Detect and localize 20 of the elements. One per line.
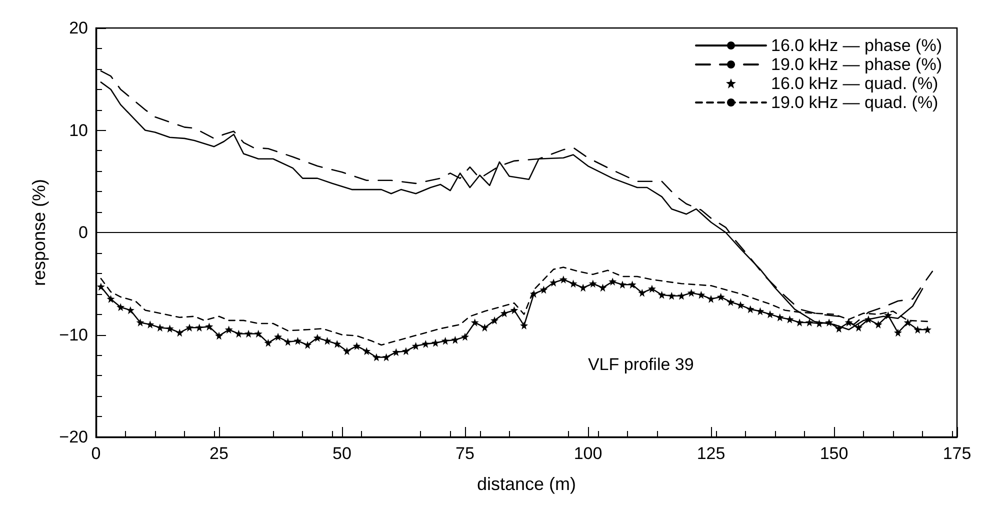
x-tick-label: 0: [91, 444, 101, 463]
y-axis-title: response (%): [29, 178, 49, 286]
x-tick-label: 50: [332, 444, 352, 463]
x-axis-title: distance (m): [476, 474, 576, 494]
y-tick-label: −10: [59, 325, 88, 344]
x-tick-label: 175: [942, 444, 972, 463]
x-tick-label: 75: [456, 444, 474, 463]
y-tick-label: 20: [69, 18, 88, 38]
x-tick-label: 25: [210, 444, 228, 463]
legend-label: 16.0 kHz — phase (%): [770, 36, 942, 55]
legend-label: 16.0 kHz — quad. (%): [770, 74, 938, 93]
x-tick-label: 150: [820, 444, 848, 463]
y-tick-label: 10: [69, 120, 88, 140]
y-tick-label: 0: [78, 223, 88, 242]
y-tick-label: −20: [59, 428, 88, 446]
x-tick-label: 100: [574, 444, 602, 463]
legend-label: 19.0 kHz — phase (%): [770, 55, 942, 74]
x-tick-label: 125: [696, 444, 726, 463]
legend-label: 19.0 kHz — quad. (%): [770, 93, 938, 112]
annotation: VLF profile 39: [588, 355, 694, 374]
